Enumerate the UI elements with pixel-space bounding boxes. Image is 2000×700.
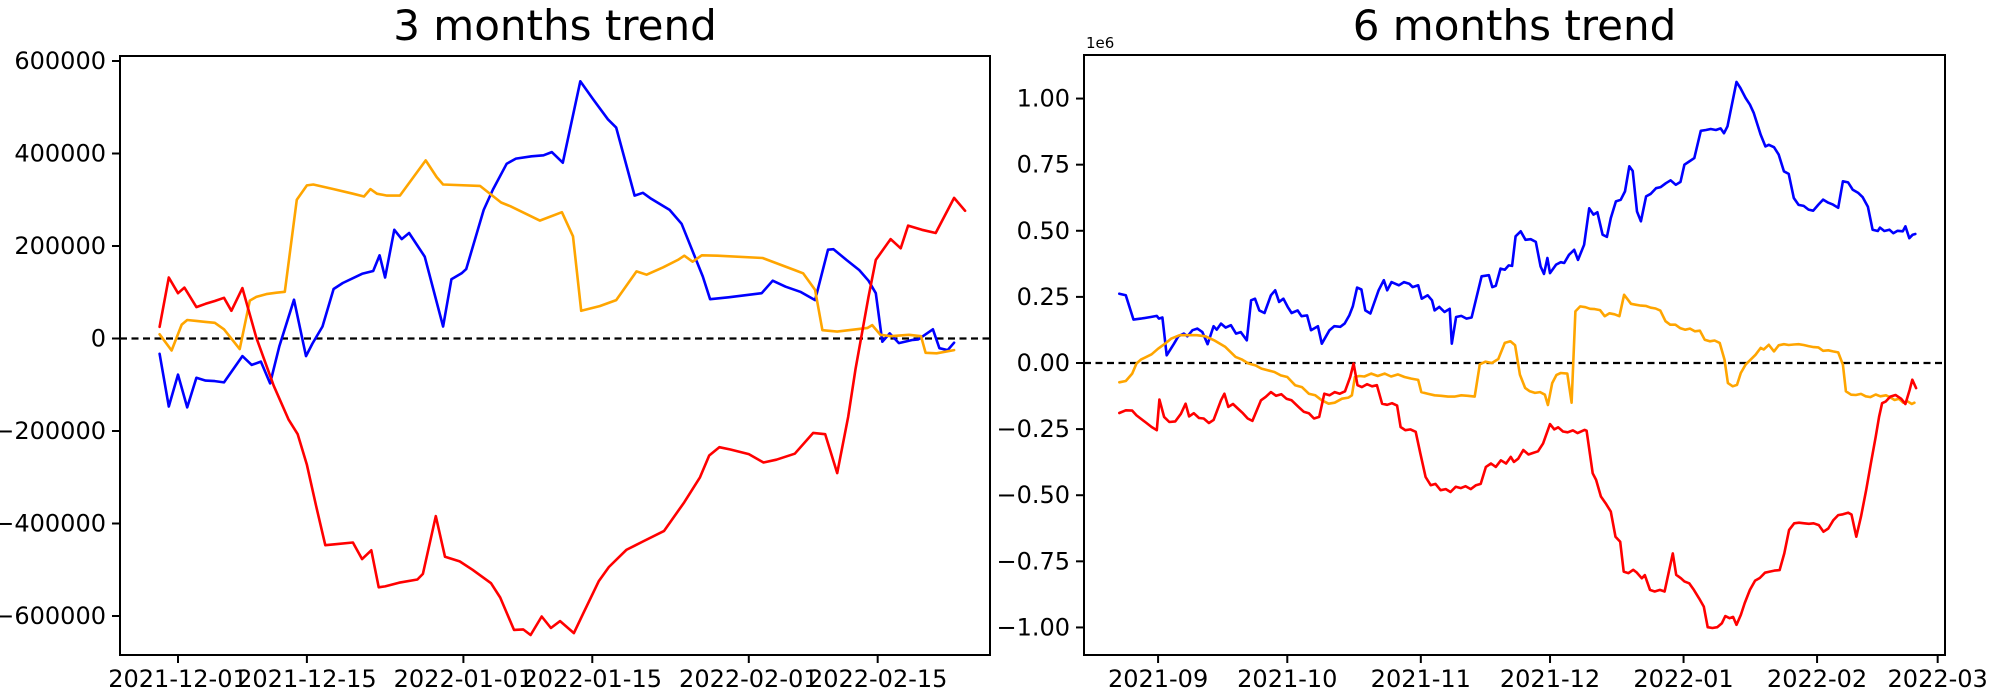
right-chart-x-tick-label: 2021-11 — [1371, 665, 1471, 693]
right-chart-x-tick-label: 2022-03 — [1888, 665, 1988, 693]
right-chart-y-tick-label: 0.75 — [1017, 151, 1070, 179]
right-chart-y-tick-label: 1.00 — [1017, 85, 1070, 113]
right-chart-y-axis-offset-label: 1e6 — [1086, 34, 1114, 52]
left-chart-x-tick-label: 2021-12-01 — [108, 665, 247, 693]
right-chart-x-tick-label: 2021-10 — [1237, 665, 1337, 693]
right-chart-y-tick-label: −0.75 — [996, 547, 1070, 575]
left-chart-x-tick-label: 2022-02-15 — [808, 665, 947, 693]
left-chart-title: 3 months trend — [393, 1, 717, 50]
right-chart-y-tick-label: −1.00 — [996, 613, 1070, 641]
left-chart-y-tick-label: 0 — [91, 325, 106, 353]
right-chart-y-tick-label: 0.50 — [1017, 217, 1070, 245]
left-chart-series-line-red — [158, 196, 967, 637]
left-chart-x-tick-label: 2021-12-15 — [237, 665, 376, 693]
left-chart-x-tick-label: 2022-01-15 — [523, 665, 662, 693]
left-chart-x-tick-label: 2022-02-01 — [679, 665, 818, 693]
right-chart-y-tick-label: −0.50 — [996, 481, 1070, 509]
left-chart-y-tick-label: 600000 — [14, 47, 106, 75]
left-chart-x-tick-label: 2022-01-01 — [394, 665, 533, 693]
right-chart-x-tick-label: 2021-09 — [1108, 665, 1208, 693]
right-chart-x-tick-label: 2022-02 — [1767, 665, 1867, 693]
left-chart-y-tick-label: −600000 — [0, 602, 106, 630]
left-chart-series-line-blue — [158, 80, 956, 409]
right-chart-x-tick-label: 2022-01 — [1633, 665, 1733, 693]
right-chart-title: 6 months trend — [1352, 1, 1677, 50]
right-chart-series-line-red — [1118, 362, 1918, 630]
right-chart-x-tick-label: 2021-12 — [1500, 665, 1600, 693]
left-chart-y-tick-label: −400000 — [0, 510, 106, 538]
right-chart-y-tick-label: 0.00 — [1017, 349, 1070, 377]
left-chart-y-tick-label: 200000 — [14, 232, 106, 260]
left-chart-y-tick-label: −200000 — [0, 417, 106, 445]
right-chart-series-line-blue — [1118, 80, 1917, 357]
right-chart-y-tick-label: −0.25 — [996, 415, 1070, 443]
left-chart-y-tick-label: 400000 — [14, 139, 106, 167]
right-chart-y-tick-label: 0.25 — [1017, 283, 1070, 311]
right-chart-series-line-orange — [1118, 293, 1916, 407]
left-chart-series-line-orange — [158, 159, 956, 355]
left-chart-plot-border — [119, 55, 991, 656]
right-chart-plot-border — [1083, 54, 1946, 656]
